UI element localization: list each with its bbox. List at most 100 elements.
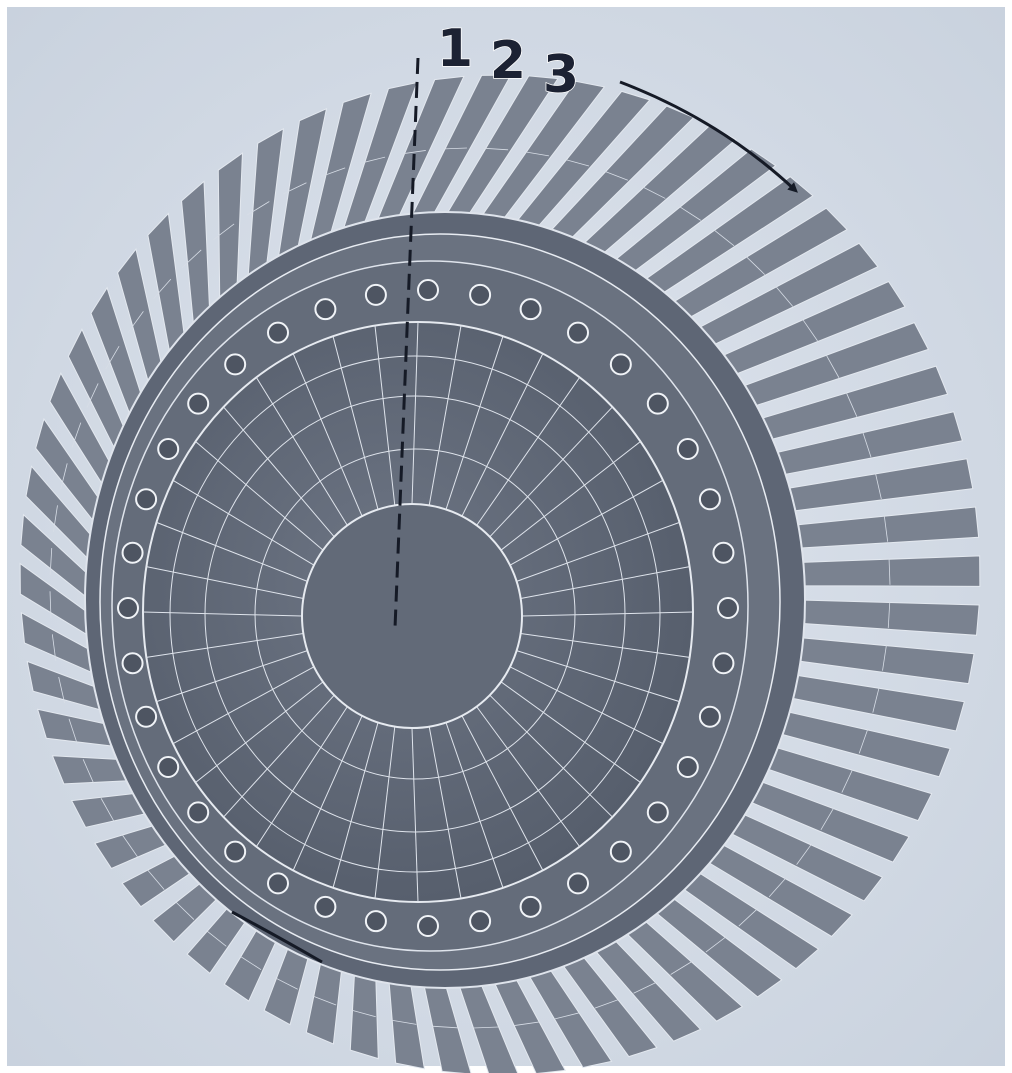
blade-mesh	[775, 286, 794, 307]
blade-mesh	[86, 383, 99, 408]
bolt-hole	[267, 321, 289, 344]
blade-mesh	[213, 223, 235, 240]
radial-line	[172, 479, 315, 566]
radial-line	[142, 611, 303, 617]
blade-mesh	[845, 392, 858, 417]
bolt-hole	[157, 438, 180, 460]
blade-mesh	[633, 981, 657, 994]
blade-mesh	[523, 151, 549, 157]
radial-line	[146, 566, 304, 599]
label-3: 3	[543, 45, 579, 105]
blade-mesh	[796, 843, 813, 865]
radial-line	[520, 633, 690, 658]
bolt-hole	[519, 895, 542, 918]
bolt-hole	[609, 840, 632, 863]
radial-line	[195, 441, 324, 551]
blade-mesh	[473, 1026, 499, 1029]
radial-line	[476, 706, 581, 847]
radial-line	[332, 336, 379, 510]
bolt-hole	[187, 801, 210, 824]
bolt-hole	[314, 895, 337, 918]
blade	[349, 969, 379, 1060]
blade-mesh	[642, 186, 666, 199]
radial-line	[292, 353, 363, 517]
bolt-hole	[469, 910, 492, 933]
bolt-hole	[469, 283, 492, 306]
mesh-lines	[142, 321, 694, 903]
blade-mesh	[883, 515, 889, 542]
bolt-hole	[121, 541, 144, 564]
blade-mesh	[820, 806, 835, 830]
blade-mesh	[738, 908, 759, 927]
blade-mesh	[247, 201, 270, 216]
bolt-hole	[364, 910, 387, 933]
blade-mesh	[887, 601, 891, 628]
radial-line	[500, 681, 641, 783]
hub	[301, 503, 523, 729]
blade-mesh	[670, 960, 693, 975]
bolt-holes	[117, 279, 739, 937]
blade-mesh	[400, 150, 426, 155]
radial-line	[461, 353, 544, 517]
bolt-hole	[519, 298, 542, 321]
blade-mesh	[153, 278, 172, 300]
radial-line	[223, 406, 335, 538]
bolt-hole	[364, 283, 387, 306]
blade-mesh	[705, 936, 727, 953]
lower-arc	[231, 910, 323, 964]
radial-line	[516, 650, 680, 703]
blade-mesh	[174, 901, 195, 920]
blade-mesh	[391, 1019, 417, 1025]
blade-mesh	[882, 644, 887, 671]
blade-mesh	[713, 229, 735, 247]
bolt-hole	[646, 392, 669, 415]
bolt-hole	[417, 279, 439, 301]
radial-line	[374, 726, 396, 899]
blade-mesh	[181, 249, 202, 268]
bolt-hole	[121, 652, 144, 675]
blade-mesh	[283, 182, 307, 195]
bolt-hole	[676, 756, 699, 778]
radial-line	[255, 377, 348, 526]
blade-mesh	[594, 998, 620, 1009]
blade-mesh	[53, 505, 58, 532]
radial-line	[520, 566, 690, 599]
bolt-hole	[314, 298, 337, 321]
blade-mesh	[49, 548, 53, 575]
label-2: 2	[490, 31, 526, 91]
blade-mesh	[274, 977, 298, 990]
blade-mesh	[858, 728, 869, 754]
radial-line	[516, 521, 680, 582]
bolt-hole	[698, 488, 721, 511]
radial-line	[445, 336, 504, 510]
blade-mesh	[311, 995, 337, 1006]
blade-mesh	[239, 955, 262, 970]
blade-mesh	[825, 354, 840, 378]
bolt-hole	[117, 597, 139, 619]
bolt-hole	[712, 652, 735, 675]
ring-line	[204, 395, 626, 833]
blade-mesh	[58, 676, 65, 704]
bolt-hole	[187, 392, 210, 415]
blade-mesh	[802, 318, 818, 342]
ring-line	[254, 448, 576, 780]
radial-line	[461, 715, 544, 871]
radial-line	[500, 441, 641, 551]
bolt-hole	[567, 321, 589, 344]
blade-mesh	[768, 876, 787, 898]
blade-mesh	[82, 759, 95, 784]
radial-line	[509, 666, 664, 745]
blade-mesh	[105, 346, 120, 370]
blade-mesh	[875, 472, 882, 500]
bolt-hole	[609, 353, 632, 376]
radial-line	[489, 406, 613, 538]
rotation-arrow	[619, 80, 798, 193]
blade-mesh	[564, 158, 590, 167]
bolt-hole	[267, 872, 289, 895]
blade-mesh	[51, 634, 57, 661]
bolt-hole	[646, 801, 669, 824]
blade-mesh	[841, 768, 854, 793]
bolt-hole	[698, 705, 721, 728]
bolt-hole	[135, 488, 158, 511]
